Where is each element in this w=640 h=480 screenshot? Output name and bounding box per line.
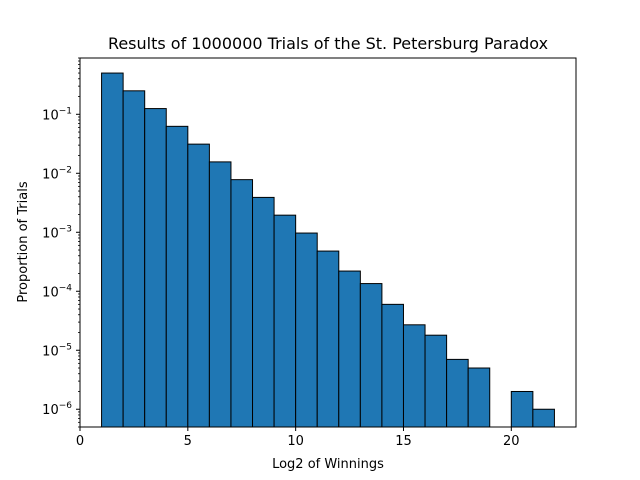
x-tick-label: 15 [395, 434, 412, 449]
x-tick-label: 10 [287, 434, 304, 449]
y-tick-label: 10−5 [42, 342, 72, 359]
histogram-bar [402, 324, 426, 428]
x-axis-label: Log2 of Winnings [272, 457, 384, 472]
y-tick-label: 10−6 [42, 401, 72, 418]
x-tick-label: 5 [184, 434, 192, 449]
plot-frame [79, 57, 577, 428]
y-tick-label: 10−3 [42, 224, 72, 241]
histogram-bar [359, 283, 383, 428]
x-tick-label: 0 [76, 434, 84, 449]
histogram-bar [187, 143, 210, 428]
histogram-bar [467, 367, 491, 428]
histogram-bar [273, 214, 297, 428]
histogram-bar [122, 90, 146, 428]
y-tick-label: 10−1 [42, 106, 72, 123]
x-tick-label: 20 [503, 434, 520, 449]
histogram-bar [144, 108, 167, 428]
histogram-bar [510, 390, 534, 428]
histogram-bar [338, 270, 361, 428]
bars-group [101, 72, 555, 428]
histogram-bar [424, 334, 448, 428]
histogram-bar [252, 196, 275, 428]
histogram-bar [316, 250, 340, 428]
histogram-bar [101, 72, 124, 428]
y-tick-label: 10−2 [42, 165, 72, 182]
y-tick-label: 10−4 [42, 283, 72, 300]
chart-title: Results of 1000000 Trials of the St. Pet… [108, 34, 548, 53]
histogram-bar [165, 125, 189, 428]
histogram-bar [295, 232, 318, 428]
y-axis-label: Proportion of Trials [16, 181, 31, 302]
histogram-bar [381, 303, 404, 428]
x-axis-ticks: 0 5 10 15 20 [76, 427, 520, 449]
histogram-bar [532, 408, 555, 428]
histogram-bar [208, 161, 232, 428]
histogram-bar [446, 358, 469, 428]
histogram-bar [230, 179, 254, 428]
y-axis-ticks: 10−1 10−2 10−3 10−4 10−5 10−6 [42, 106, 80, 418]
